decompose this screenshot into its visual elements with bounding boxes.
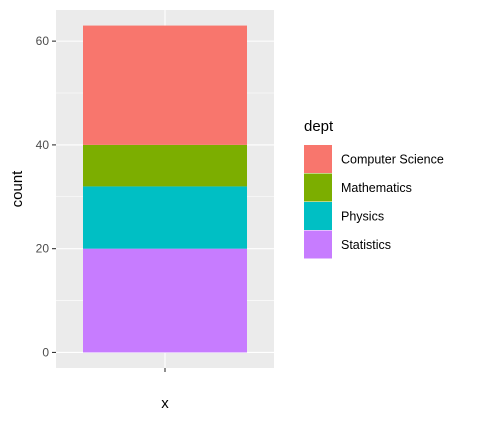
legend-key-physics (304, 202, 332, 230)
legend-label-computer-science: Computer Science (341, 153, 444, 167)
legend-label-statistics: Statistics (341, 238, 391, 252)
legend-label-physics: Physics (341, 210, 384, 224)
y-axis: 0 20 40 60 (36, 34, 56, 359)
legend-label-mathematics: Mathematics (341, 181, 412, 195)
legend-key-mathematics (304, 173, 332, 202)
bar-segment-computer-science (83, 25, 247, 145)
legend-key-statistics (304, 230, 332, 259)
y-tick-label: 20 (36, 242, 50, 256)
legend-title: dept (304, 118, 334, 135)
bar-segment-physics (83, 186, 247, 249)
legend-key-computer-science (304, 145, 332, 173)
bar-stack (83, 25, 247, 353)
bar-segment-statistics (83, 248, 247, 353)
bar-segment-mathematics (83, 144, 247, 187)
y-tick-label: 60 (36, 34, 50, 48)
legend: dept Computer Science Mathematics Physics S… (304, 118, 444, 259)
y-tick-label: 0 (42, 345, 49, 359)
x-axis-title: x (161, 395, 169, 412)
y-axis-title: count (9, 170, 26, 208)
y-tick-label: 40 (36, 138, 50, 152)
